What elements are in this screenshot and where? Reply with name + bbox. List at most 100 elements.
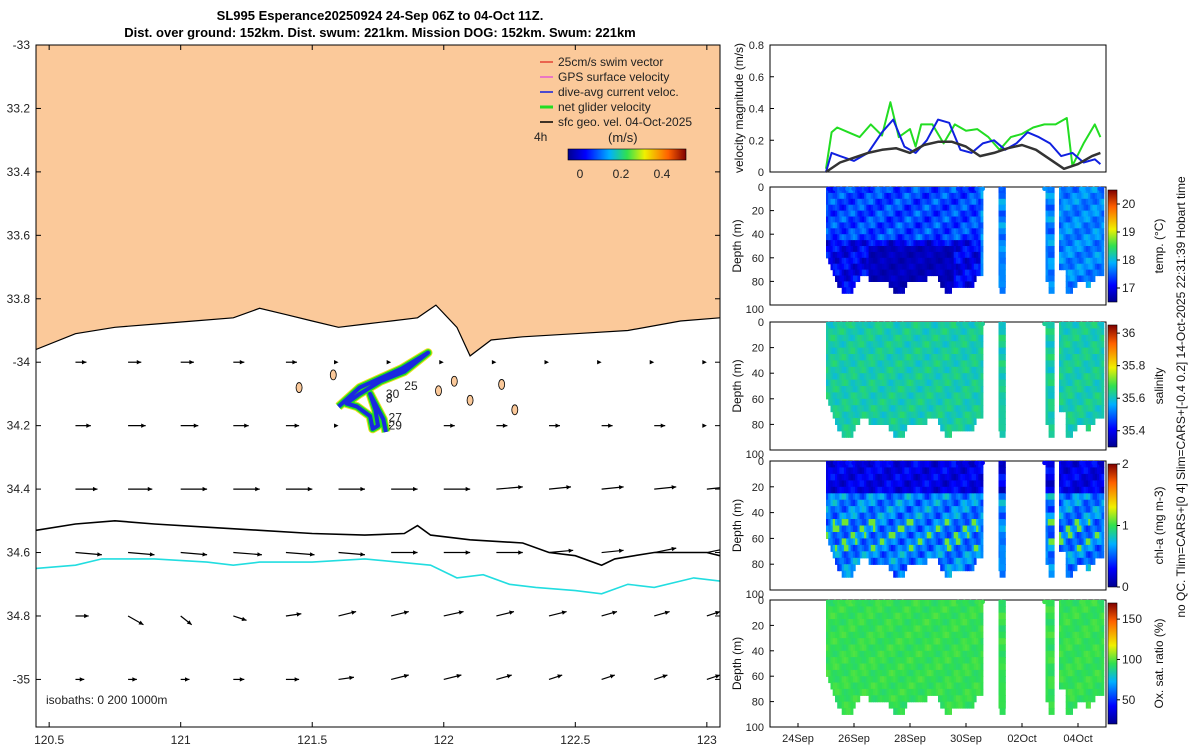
section-cell bbox=[864, 328, 867, 336]
section-cell bbox=[861, 347, 865, 355]
section-cell bbox=[929, 204, 932, 212]
section-cell bbox=[938, 512, 941, 520]
section-cell bbox=[882, 328, 885, 336]
section-cell bbox=[1074, 246, 1078, 253]
section-cell bbox=[895, 480, 899, 488]
legend-label-sfc: sfc geo. vel. 04-Oct-2025 bbox=[558, 115, 692, 129]
section-cell bbox=[830, 246, 834, 253]
section-cell bbox=[1067, 418, 1071, 425]
section-cell bbox=[1090, 341, 1094, 349]
section-cell bbox=[884, 525, 887, 533]
section-cell bbox=[841, 354, 845, 361]
section-ylabel: Depth (m) bbox=[730, 359, 744, 412]
section-cell bbox=[942, 354, 946, 361]
section-cell bbox=[1067, 328, 1071, 336]
surface-dot bbox=[999, 321, 1004, 327]
section-cell bbox=[848, 246, 852, 253]
section-cell bbox=[828, 240, 831, 247]
section-cell bbox=[942, 234, 946, 241]
section-cell bbox=[924, 411, 928, 419]
section-cell bbox=[1081, 210, 1085, 218]
section-cell bbox=[830, 187, 834, 194]
section-cell bbox=[848, 222, 852, 229]
section-cell bbox=[888, 392, 892, 400]
section-cell bbox=[1083, 263, 1087, 271]
section-cell bbox=[1072, 246, 1076, 253]
section-cell bbox=[915, 360, 919, 368]
section-cell bbox=[938, 499, 941, 507]
section-cell bbox=[837, 461, 840, 468]
section-cell bbox=[951, 486, 955, 494]
section-cell bbox=[953, 564, 957, 572]
section-cell bbox=[850, 570, 854, 578]
section-cell bbox=[882, 198, 885, 206]
section-cell bbox=[958, 347, 961, 355]
section-cell bbox=[868, 411, 872, 419]
section-cell bbox=[969, 192, 973, 200]
section-cell bbox=[949, 240, 952, 247]
section-cell bbox=[837, 373, 840, 381]
section-cell bbox=[924, 461, 928, 468]
section-cell bbox=[920, 538, 923, 546]
section-cell bbox=[835, 240, 838, 247]
section-cell bbox=[837, 544, 840, 552]
section-cell bbox=[899, 398, 903, 406]
section-cell bbox=[902, 418, 905, 425]
section-cell bbox=[949, 198, 952, 206]
section-cell bbox=[960, 251, 964, 259]
section-cell bbox=[832, 334, 836, 342]
section-cell bbox=[964, 473, 968, 481]
section-cell bbox=[973, 198, 977, 206]
section-cell bbox=[953, 499, 957, 507]
section-cell bbox=[877, 480, 881, 488]
section-cell bbox=[857, 551, 861, 559]
section-cell bbox=[962, 246, 966, 253]
section-cell bbox=[1081, 269, 1085, 277]
section-cell bbox=[947, 544, 950, 552]
section-cell bbox=[1088, 467, 1091, 475]
section-cell bbox=[864, 204, 867, 212]
section-cell bbox=[1101, 269, 1105, 277]
section-cell bbox=[931, 499, 935, 507]
section-cell bbox=[879, 519, 883, 527]
section-cell bbox=[971, 564, 975, 572]
section-cell bbox=[875, 347, 879, 355]
section-cell bbox=[877, 246, 881, 253]
velocity-axes-frame bbox=[769, 44, 1107, 173]
section-cell bbox=[895, 228, 899, 235]
section-cell bbox=[886, 222, 890, 229]
velocity-vector bbox=[75, 486, 98, 492]
section-cell bbox=[855, 551, 858, 559]
section-cell bbox=[866, 366, 870, 374]
section-cell bbox=[1045, 322, 1049, 329]
section-cell bbox=[922, 411, 926, 419]
section-cell bbox=[850, 204, 854, 212]
section-cell bbox=[1099, 192, 1103, 200]
section-cell bbox=[848, 379, 852, 387]
section-cell bbox=[857, 493, 861, 501]
section-cell bbox=[1097, 360, 1100, 368]
section-cell bbox=[911, 398, 914, 406]
velocity-vector bbox=[233, 360, 245, 365]
section-cell bbox=[861, 198, 865, 206]
section-cell bbox=[846, 198, 849, 206]
section-cell bbox=[913, 360, 917, 368]
section-cell bbox=[826, 234, 829, 241]
section-cell bbox=[913, 269, 917, 277]
section-cell bbox=[841, 257, 845, 265]
section-cell bbox=[949, 499, 952, 507]
colorbar-tick-label: 35.6 bbox=[1122, 391, 1146, 405]
section-cell bbox=[828, 392, 831, 400]
section-cell bbox=[1090, 210, 1094, 218]
section-cell bbox=[999, 418, 1006, 425]
section-cell bbox=[839, 525, 843, 533]
section-cell bbox=[904, 198, 908, 206]
section-cell bbox=[1072, 328, 1076, 336]
section-cell bbox=[839, 347, 843, 355]
section-cell bbox=[888, 418, 892, 425]
section-cell bbox=[877, 525, 881, 533]
map-xtick-label: 123 bbox=[697, 733, 717, 747]
section-cell bbox=[861, 512, 865, 520]
section-cell bbox=[855, 538, 858, 546]
section-cell bbox=[861, 366, 865, 374]
